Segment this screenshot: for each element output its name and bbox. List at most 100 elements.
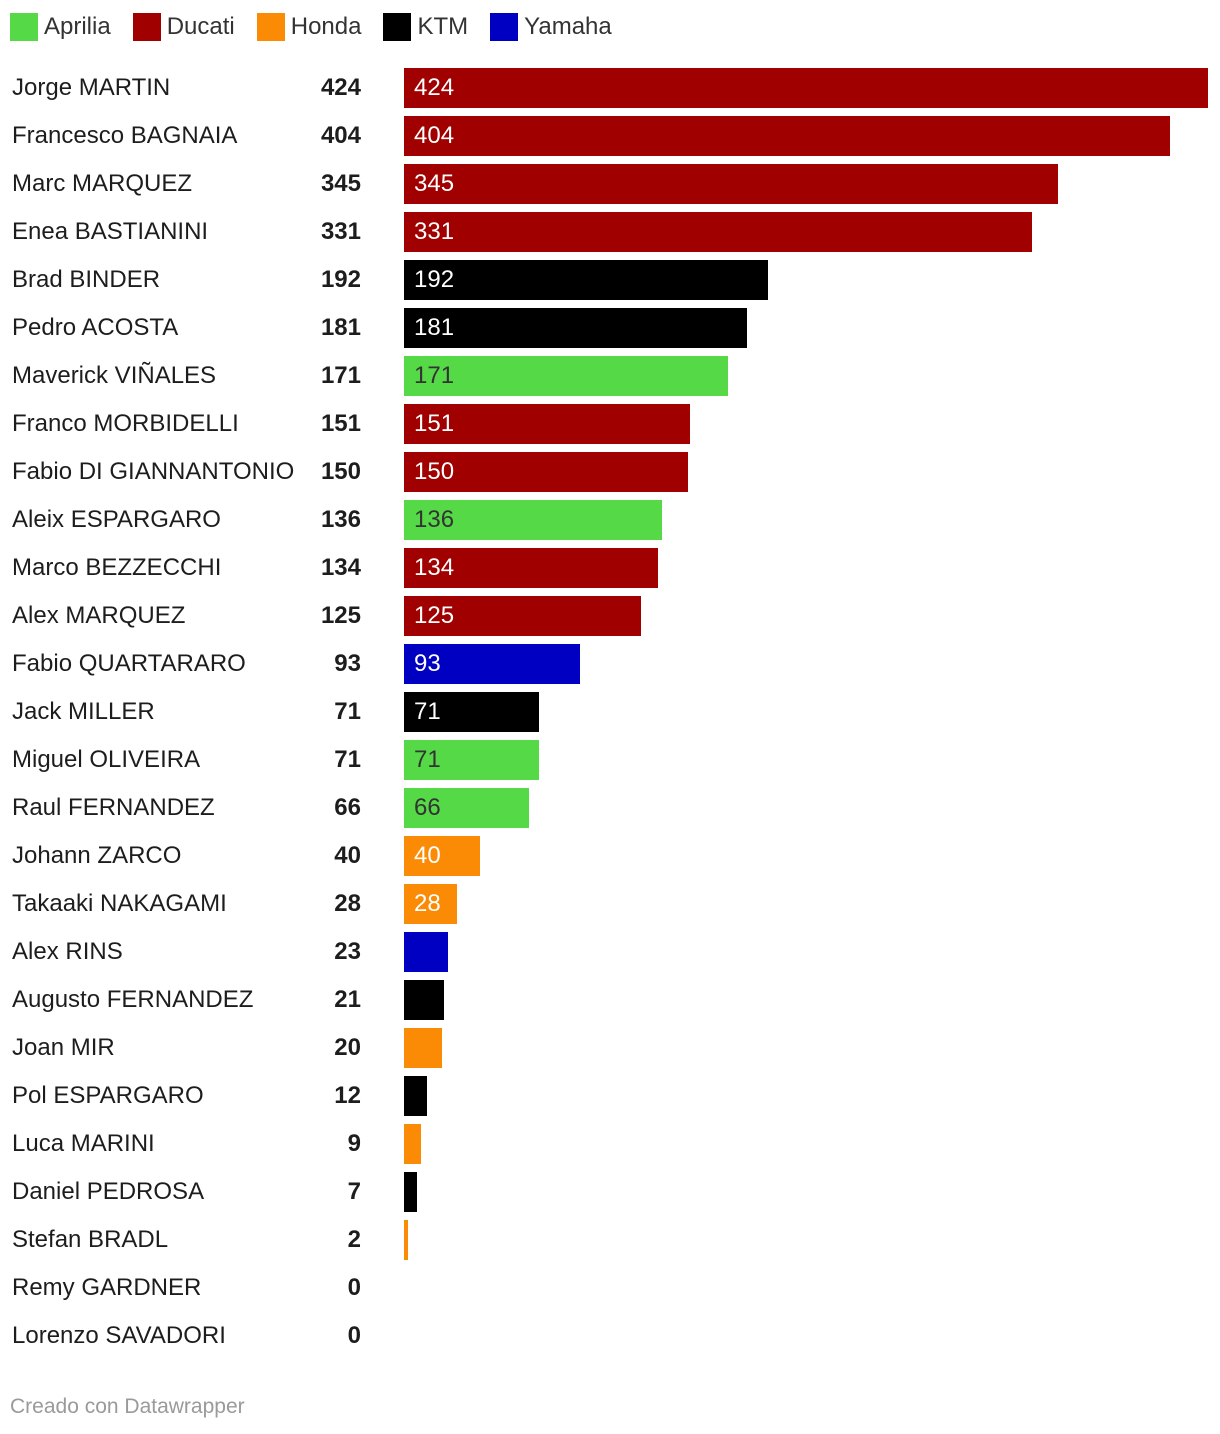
bar-value-label: 40 bbox=[414, 842, 441, 869]
rider-name: Alex RINS bbox=[12, 938, 123, 965]
bar: 404 bbox=[404, 116, 1170, 156]
points-total: 192 bbox=[320, 266, 361, 293]
points-total: 93 bbox=[334, 650, 361, 677]
points-total: 71 bbox=[334, 746, 361, 773]
rider-name: Marco BEZZECCHI bbox=[12, 554, 222, 581]
bar-row: Franco MORBIDELLI 151 151 bbox=[0, 400, 1220, 448]
bar-row: Remy GARDNER 0 bbox=[0, 1264, 1220, 1312]
bar-value-label: 171 bbox=[414, 362, 455, 389]
bar-row: Aleix ESPARGARO 136 136 bbox=[0, 496, 1220, 544]
bar: 171 bbox=[404, 356, 728, 396]
rider-name: Augusto FERNANDEZ bbox=[12, 986, 254, 1013]
bar: 71 bbox=[404, 692, 539, 732]
bar-row: Maverick VIÑALES 171 171 bbox=[0, 352, 1220, 400]
bar-row: Enea BASTIANINI 331 331 bbox=[0, 208, 1220, 256]
points-total: 181 bbox=[320, 314, 361, 341]
bar: 151 bbox=[404, 404, 690, 444]
points-total: 125 bbox=[320, 602, 361, 629]
points-total: 23 bbox=[334, 938, 361, 965]
points-total: 66 bbox=[334, 794, 361, 821]
legend-label-yamaha: Yamaha bbox=[524, 13, 612, 40]
bar-value-label: 71 bbox=[414, 746, 441, 773]
bar-row: Alex RINS 23 bbox=[0, 928, 1220, 976]
bar bbox=[404, 1076, 427, 1116]
rider-name: Lorenzo SAVADORI bbox=[12, 1322, 226, 1349]
legend-swatch-aprilia bbox=[10, 13, 38, 41]
points-total: 171 bbox=[320, 362, 361, 389]
points-total: 28 bbox=[334, 890, 361, 917]
rider-name: Maverick VIÑALES bbox=[12, 362, 217, 389]
rider-name: Remy GARDNER bbox=[12, 1274, 202, 1301]
legend-item-aprilia: Aprilia bbox=[10, 13, 111, 41]
points-total: 40 bbox=[334, 842, 361, 869]
bar-value-label: 345 bbox=[414, 170, 455, 197]
legend: Aprilia Ducati Honda KTM Yamaha bbox=[10, 12, 634, 42]
bar-row: Takaaki NAKAGAMI 28 28 bbox=[0, 880, 1220, 928]
rider-name: Brad BINDER bbox=[12, 266, 161, 293]
legend-label-ktm: KTM bbox=[417, 13, 469, 40]
bar: 331 bbox=[404, 212, 1032, 252]
rider-name: Fabio DI GIANNANTONIO bbox=[12, 458, 295, 485]
bar-row: Jack MILLER 71 71 bbox=[0, 688, 1220, 736]
points-total: 136 bbox=[320, 506, 361, 533]
points-total: 404 bbox=[320, 122, 361, 149]
rider-name: Pedro ACOSTA bbox=[12, 314, 179, 341]
legend-item-yamaha: Yamaha bbox=[490, 13, 612, 41]
legend-swatch-yamaha bbox=[490, 13, 519, 41]
bar-row: Marco BEZZECCHI 134 134 bbox=[0, 544, 1220, 592]
points-total: 20 bbox=[334, 1034, 361, 1061]
rider-name: Jack MILLER bbox=[12, 698, 155, 725]
legend-swatch-honda bbox=[256, 13, 285, 41]
rider-name: Daniel PEDROSA bbox=[12, 1178, 205, 1205]
bar bbox=[404, 1124, 421, 1164]
bar-row: Augusto FERNANDEZ 21 bbox=[0, 976, 1220, 1024]
bar-row: Pol ESPARGARO 12 bbox=[0, 1072, 1220, 1120]
bar-value-label: 404 bbox=[414, 122, 455, 149]
rider-name: Miguel OLIVEIRA bbox=[12, 746, 201, 773]
bar-value-label: 192 bbox=[414, 266, 455, 293]
bar-value-label: 331 bbox=[414, 218, 455, 245]
bar-value-label: 151 bbox=[414, 410, 455, 437]
legend-item-ducati: Ducati bbox=[132, 13, 235, 41]
bar-row: Jorge MARTIN 424 424 bbox=[0, 64, 1220, 112]
rider-name: Alex MARQUEZ bbox=[12, 602, 186, 629]
bar-value-label: 71 bbox=[414, 698, 441, 725]
bar-value-label: 181 bbox=[414, 314, 455, 341]
bar bbox=[404, 1220, 408, 1260]
bar-row: Francesco BAGNAIA 404 404 bbox=[0, 112, 1220, 160]
rider-name: Franco MORBIDELLI bbox=[12, 410, 239, 437]
bar: 66 bbox=[404, 788, 529, 828]
rider-name: Jorge MARTIN bbox=[12, 74, 171, 101]
bar-row: Joan MIR 20 bbox=[0, 1024, 1220, 1072]
bar-row: Pedro ACOSTA 181 181 bbox=[0, 304, 1220, 352]
bar: 424 bbox=[404, 68, 1208, 108]
bar-row: Fabio QUARTARARO 93 93 bbox=[0, 640, 1220, 688]
bar-row: Miguel OLIVEIRA 71 71 bbox=[0, 736, 1220, 784]
bar-row: Raul FERNANDEZ 66 66 bbox=[0, 784, 1220, 832]
rider-name: Francesco BAGNAIA bbox=[12, 122, 238, 149]
points-total: 71 bbox=[334, 698, 361, 725]
bar: 150 bbox=[404, 452, 688, 492]
legend-swatch-ducati bbox=[132, 13, 161, 41]
bar bbox=[404, 1172, 417, 1212]
legend-label-honda: Honda bbox=[290, 13, 362, 40]
legend-item-ktm: KTM bbox=[383, 13, 468, 41]
bar-row: Brad BINDER 192 192 bbox=[0, 256, 1220, 304]
points-total: 2 bbox=[347, 1226, 361, 1253]
rider-name: Takaaki NAKAGAMI bbox=[12, 890, 227, 917]
points-total: 345 bbox=[320, 170, 361, 197]
footer-credit: Creado con Datawrapper bbox=[10, 1395, 245, 1418]
legend-item-honda: Honda bbox=[256, 13, 362, 41]
points-total: 424 bbox=[320, 74, 361, 101]
points-total: 0 bbox=[347, 1274, 361, 1301]
bar bbox=[404, 932, 448, 972]
bar-row: Marc MARQUEZ 345 345 bbox=[0, 160, 1220, 208]
bar-value-label: 136 bbox=[414, 506, 455, 533]
bar-row: Alex MARQUEZ 125 125 bbox=[0, 592, 1220, 640]
points-total: 151 bbox=[320, 410, 361, 437]
rider-name: Stefan BRADL bbox=[12, 1226, 169, 1253]
bar-chart: Jorge MARTIN 424 424 Francesco BAGNAIA 404 40… bbox=[0, 64, 1220, 1360]
rider-name: Pol ESPARGARO bbox=[12, 1082, 204, 1109]
bar-row: Luca MARINI 9 bbox=[0, 1120, 1220, 1168]
points-total: 134 bbox=[320, 554, 361, 581]
